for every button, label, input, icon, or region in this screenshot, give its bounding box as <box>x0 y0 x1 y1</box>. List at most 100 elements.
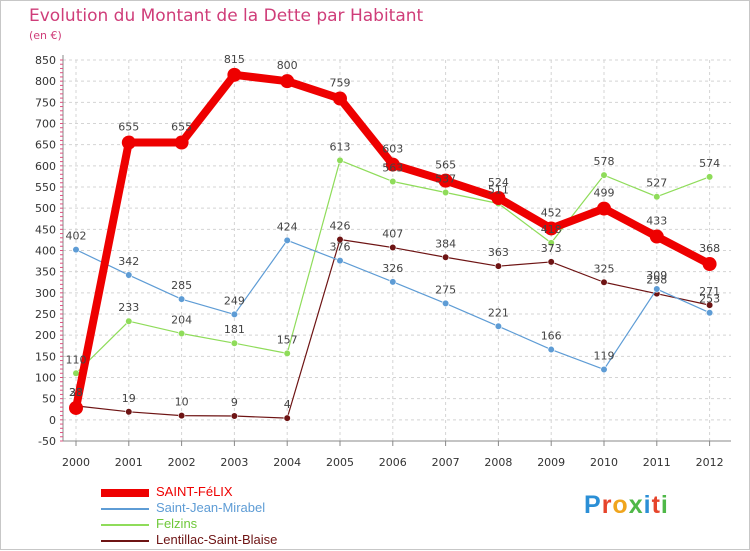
y-tick-label: 700 <box>35 118 56 131</box>
data-point <box>600 171 608 179</box>
data-label: 221 <box>488 306 509 319</box>
data-label: 342 <box>118 255 139 268</box>
data-point <box>649 229 664 244</box>
data-point <box>389 278 397 286</box>
data-label: 363 <box>488 246 509 259</box>
data-point <box>653 193 661 201</box>
x-tick-label: 2012 <box>696 456 724 469</box>
x-tick-label: 2002 <box>168 456 196 469</box>
x-tick-label: 2003 <box>220 456 248 469</box>
data-point <box>491 191 506 206</box>
data-label: 271 <box>699 285 720 298</box>
data-point <box>597 201 611 216</box>
data-point <box>442 253 450 261</box>
data-point <box>547 258 555 266</box>
legend-swatch <box>101 540 149 542</box>
data-label: 613 <box>330 140 351 153</box>
data-label: 181 <box>224 323 245 336</box>
data-label: 325 <box>594 262 615 275</box>
data-label: 800 <box>277 59 298 72</box>
data-label: 249 <box>224 294 245 307</box>
data-label: 578 <box>594 155 615 168</box>
y-tick-label: 650 <box>35 139 56 152</box>
data-point <box>600 278 608 286</box>
data-point <box>333 91 347 106</box>
data-label: 565 <box>435 159 456 172</box>
data-label: 309 <box>646 269 667 282</box>
data-label: 511 <box>488 184 509 197</box>
x-tick-label: 2004 <box>273 456 301 469</box>
data-point <box>389 177 397 186</box>
x-tick-label: 2006 <box>379 456 407 469</box>
legend-swatch <box>101 524 149 526</box>
data-point <box>283 236 291 244</box>
data-point <box>283 349 291 357</box>
data-point <box>547 345 555 354</box>
data-point <box>600 365 608 374</box>
data-label: 275 <box>435 283 456 296</box>
data-point <box>178 412 186 420</box>
data-label: 298 <box>646 274 667 287</box>
data-label: 603 <box>382 143 403 156</box>
data-point <box>442 299 450 308</box>
data-label: 815 <box>224 53 245 66</box>
data-label: 33 <box>69 386 83 399</box>
legend-label: Saint-Jean-Mirabel <box>156 500 266 515</box>
data-label: 402 <box>66 230 87 243</box>
y-tick-label: 400 <box>35 245 56 258</box>
y-tick-label: 850 <box>35 54 56 67</box>
data-point <box>125 408 133 416</box>
data-point <box>547 239 555 247</box>
data-point <box>178 295 186 303</box>
data-label-layer: 33 19 10 9 4 426 407 384 363 373 325 298 271 110 233 20… <box>66 53 721 411</box>
proxiti-logo: Proxiti <box>584 491 669 519</box>
legend-label: Felzins <box>156 516 198 531</box>
series-layer <box>69 67 717 422</box>
data-point <box>385 157 400 172</box>
y-tick-label: 800 <box>35 75 56 88</box>
data-label: 233 <box>118 301 139 314</box>
x-tick-label: 2009 <box>537 456 565 469</box>
y-tick-label: 550 <box>35 181 56 194</box>
x-tick-label: 2005 <box>326 456 354 469</box>
data-point <box>174 135 189 150</box>
data-label: 9 <box>231 396 238 409</box>
data-point <box>230 339 238 347</box>
data-point <box>125 271 133 279</box>
data-label: 166 <box>541 330 562 343</box>
y-tick-label: 150 <box>35 350 56 363</box>
data-point <box>72 246 80 254</box>
data-label: 759 <box>330 77 351 90</box>
data-point <box>653 285 661 293</box>
data-point <box>178 329 186 338</box>
data-point <box>125 317 133 325</box>
y-tick-label: 350 <box>35 266 56 279</box>
data-label: 407 <box>382 228 403 241</box>
data-point <box>705 301 714 309</box>
data-point <box>336 257 344 265</box>
data-label: 119 <box>594 349 615 362</box>
data-point <box>544 221 559 236</box>
legend-swatch <box>101 508 149 510</box>
y-tick-label: 100 <box>35 372 56 385</box>
data-point <box>72 369 80 377</box>
data-label: 418 <box>541 223 562 236</box>
data-point <box>280 74 295 89</box>
data-label: 452 <box>541 206 562 219</box>
data-label: 373 <box>541 242 562 255</box>
chart-subtitle: (en €) <box>29 29 62 42</box>
chart-title: Evolution du Montant de la Dette par Hab… <box>29 6 424 26</box>
data-label: 10 <box>175 396 189 409</box>
data-point <box>494 262 503 270</box>
y-tick-label: 250 <box>35 308 56 321</box>
data-point <box>230 412 238 420</box>
data-point <box>494 322 503 330</box>
y-tick-label: 600 <box>35 160 56 173</box>
y-tick-label: 500 <box>35 202 56 215</box>
data-point <box>705 309 714 317</box>
y-tick-label: 450 <box>35 223 56 236</box>
data-point <box>121 135 136 150</box>
data-label: 19 <box>122 392 136 405</box>
